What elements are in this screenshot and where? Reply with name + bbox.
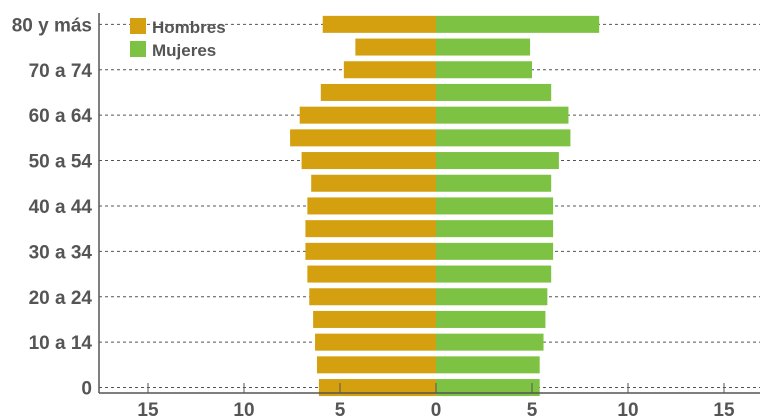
bar-hombres	[315, 333, 436, 351]
bar-mujeres	[436, 38, 531, 56]
x-tick-label: 5	[527, 400, 538, 418]
bar-hombres	[305, 220, 436, 238]
y-tick-label: 40 a 44	[29, 197, 93, 218]
bar-mujeres	[436, 129, 571, 147]
y-axis-labels: 0 10 a 14 20 a 24 30 a 34 40 a 44 50 a 54 60 a…	[12, 15, 93, 399]
x-axis-labels: 15 10 5 0 5 10 15	[137, 400, 735, 418]
legend-label-mujeres: Mujeres	[152, 41, 216, 60]
legend: Hombres Mujeres	[130, 18, 226, 60]
bar-hombres	[301, 152, 436, 170]
axes	[98, 13, 760, 394]
y-tick-label: 0	[81, 379, 92, 400]
bar-hombres	[318, 379, 436, 397]
bar-mujeres	[436, 220, 554, 238]
bar-hombres	[316, 356, 436, 374]
bar-mujeres	[436, 197, 554, 215]
bar-hombres	[307, 265, 436, 283]
legend-swatch-mujeres	[130, 41, 146, 57]
bar-mujeres	[436, 174, 552, 192]
x-tick-label: 5	[335, 400, 346, 418]
bar-hombres	[322, 15, 436, 33]
y-tick-label: 10 a 14	[29, 333, 93, 354]
bar-hombres	[290, 129, 436, 147]
bar-hombres	[320, 83, 436, 101]
bar-hombres	[311, 174, 436, 192]
y-tick-label: 60 a 64	[29, 106, 93, 127]
bar-mujeres	[436, 310, 546, 328]
bar-mujeres	[436, 333, 544, 351]
bar-mujeres	[436, 152, 559, 170]
legend-swatch-hombres	[130, 18, 146, 34]
x-tick-label: 15	[137, 400, 159, 418]
bar-mujeres	[436, 288, 548, 306]
legend-label-hombres: Hombres	[152, 18, 226, 37]
bars	[290, 15, 600, 397]
bar-hombres	[305, 242, 436, 260]
bar-hombres	[299, 106, 436, 124]
bar-mujeres	[436, 356, 540, 374]
bar-mujeres	[436, 83, 552, 101]
bar-mujeres	[436, 15, 600, 33]
x-tick-label: 15	[713, 400, 735, 418]
x-tick-label: 10	[233, 400, 254, 418]
x-tick-label: 10	[617, 400, 638, 418]
bar-mujeres	[436, 106, 569, 124]
bar-hombres	[355, 38, 436, 56]
bar-mujeres	[436, 242, 554, 260]
bar-mujeres	[436, 61, 532, 79]
bar-hombres	[343, 61, 436, 79]
y-tick-label: 20 a 24	[29, 288, 93, 309]
y-tick-label: 30 a 34	[29, 242, 93, 263]
y-tick-label: 50 a 54	[29, 152, 93, 173]
bar-hombres	[313, 310, 436, 328]
bar-mujeres	[436, 265, 552, 283]
y-tick-label: 70 a 74	[29, 61, 93, 82]
bar-hombres	[307, 197, 436, 215]
y-tick-label: 80 y más	[12, 15, 92, 36]
bar-hombres	[309, 288, 436, 306]
x-tick-label: 0	[431, 400, 442, 418]
bar-mujeres	[436, 379, 540, 397]
